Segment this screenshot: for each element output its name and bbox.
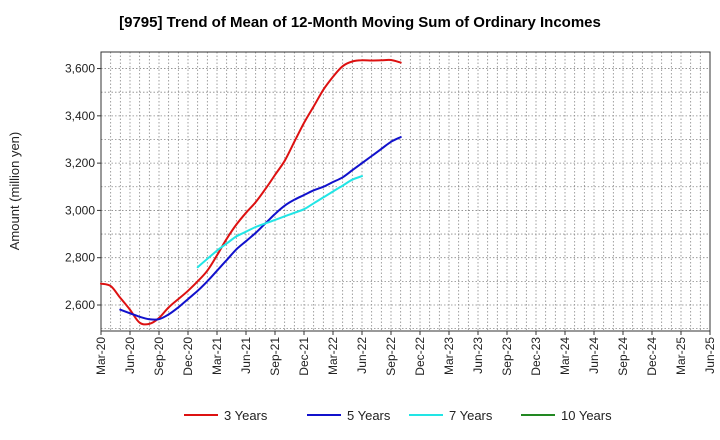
y-axis: 2,600 2,800 3,000 3,200 3,400 3,600 <box>65 62 101 312</box>
x-tick-label: Mar-24 <box>558 337 572 375</box>
legend-label: 7 Years <box>449 408 493 423</box>
x-tick-label: Mar-20 <box>94 337 108 375</box>
x-tick-label: Jun-21 <box>239 337 253 374</box>
y-tick-label: 2,600 <box>65 298 95 312</box>
y-tick-label: 2,800 <box>65 251 95 265</box>
legend-label: 5 Years <box>347 408 391 423</box>
series-line-7-years <box>196 175 363 269</box>
x-tick-label: Jun-24 <box>587 337 601 374</box>
x-tick-label: Dec-22 <box>413 337 427 376</box>
legend-label: 3 Years <box>224 408 268 423</box>
x-tick-label: Sep-23 <box>500 337 514 376</box>
chart-title: [9795] Trend of Mean of 12-Month Moving … <box>119 14 601 31</box>
x-tick-label: Jun-23 <box>471 337 485 374</box>
x-tick-label: Dec-21 <box>297 337 311 376</box>
x-tick-label: Mar-23 <box>442 337 456 375</box>
series-line-3-years <box>100 58 402 326</box>
x-tick-label: Sep-21 <box>268 337 282 376</box>
x-tick-label: Dec-23 <box>529 337 543 376</box>
y-tick-label: 3,600 <box>65 62 95 76</box>
y-tick-label: 3,400 <box>65 109 95 123</box>
x-axis: Mar-20 Jun-20 Sep-20 Dec-20 Mar-21 Jun-21 Sep-… <box>94 331 717 376</box>
x-tick-label: Dec-20 <box>181 337 195 376</box>
y-tick-label: 3,200 <box>65 156 95 170</box>
x-tick-label: Mar-25 <box>674 337 688 375</box>
legend-label: 10 Years <box>561 408 612 423</box>
x-tick-label: Sep-20 <box>152 337 166 376</box>
x-tick-label: Mar-21 <box>210 337 224 375</box>
plot-frame <box>100 51 711 332</box>
x-tick-label: Sep-24 <box>616 337 630 376</box>
plot-background <box>101 52 710 331</box>
series-lines <box>100 58 402 326</box>
x-tick-label: Dec-24 <box>645 337 659 376</box>
y-axis-label: Amount (million yen) <box>7 132 22 251</box>
legend: 3 Years 5 Years 7 Years 10 Years <box>184 408 612 423</box>
series-line-5-years <box>119 136 402 321</box>
x-tick-label: Mar-22 <box>326 337 340 375</box>
x-tick-label: Sep-22 <box>384 337 398 376</box>
y-tick-label: 3,000 <box>65 203 95 217</box>
x-tick-label: Jun-20 <box>123 337 137 374</box>
x-tick-label: Jun-22 <box>355 337 369 374</box>
x-tick-label: Jun-25 <box>703 337 717 374</box>
